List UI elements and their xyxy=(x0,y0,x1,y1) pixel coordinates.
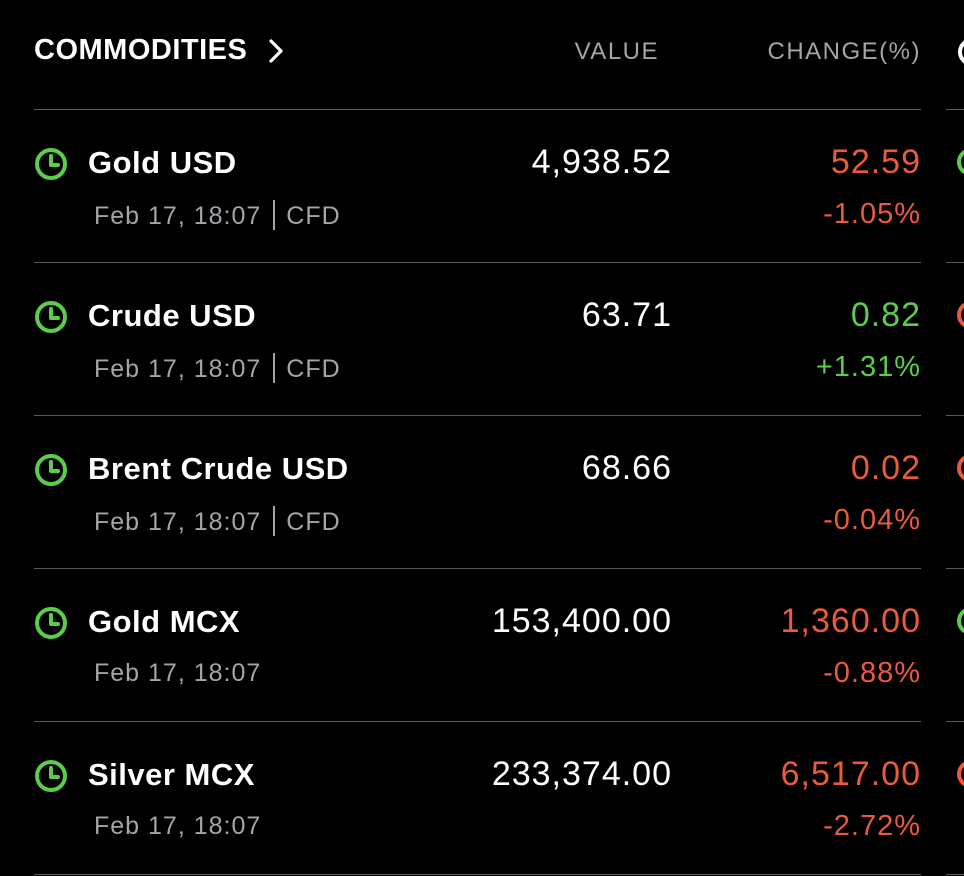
clock-icon xyxy=(34,300,68,334)
commodity-change-percent: +1.31% xyxy=(815,351,921,383)
update-time: Feb 17, 18:07 xyxy=(94,508,262,536)
commodity-value: 63.71 xyxy=(581,296,672,334)
commodity-name: Silver MCX xyxy=(88,757,255,792)
commodity-meta: Feb 17, 18:07 CFD xyxy=(94,200,341,231)
commodities-panel: COMMODITIES VALUE CHANGE(%) Gold USD Feb… xyxy=(34,0,921,875)
clock-icon xyxy=(34,453,68,487)
commodity-meta: Feb 17, 18:07 CFD xyxy=(94,506,341,537)
commodity-change: 6,517.00 xyxy=(780,755,921,793)
commodity-change: 1,360.00 xyxy=(780,602,921,640)
commodity-change-percent: -0.04% xyxy=(823,504,921,536)
partial-divider xyxy=(946,262,964,263)
commodity-change: 0.82 xyxy=(850,296,921,334)
commodity-change-percent: -1.05% xyxy=(823,198,921,230)
meta-separator xyxy=(273,200,276,230)
clock-icon xyxy=(34,606,68,640)
commodity-row[interactable]: Silver MCX Feb 17, 18:07 233,374.00 6,51… xyxy=(34,722,921,875)
partial-divider xyxy=(946,874,964,875)
partial-status-icon xyxy=(957,454,964,482)
commodity-list: Gold USD Feb 17, 18:07 CFD 4,938.52 52.59… xyxy=(34,110,921,875)
instrument-type: CFD xyxy=(286,508,341,536)
commodity-row[interactable]: Crude USD Feb 17, 18:07 CFD 63.71 0.82 +1… xyxy=(34,263,921,416)
clock-icon xyxy=(34,759,68,793)
commodity-name: Brent Crude USD xyxy=(88,451,349,486)
clock-icon xyxy=(34,147,68,181)
value-column-header: VALUE xyxy=(574,38,659,65)
commodity-row[interactable]: Brent Crude USD Feb 17, 18:07 CFD 68.66 0… xyxy=(34,416,921,569)
partial-status-icon xyxy=(957,760,964,788)
partial-divider xyxy=(946,415,964,416)
commodity-meta: Feb 17, 18:07 xyxy=(94,812,261,841)
partial-divider xyxy=(946,109,964,110)
section-title: COMMODITIES xyxy=(34,34,248,66)
commodity-name: Crude USD xyxy=(88,298,257,333)
commodity-meta: Feb 17, 18:07 CFD xyxy=(94,353,341,384)
commodity-change-percent: -2.72% xyxy=(823,810,921,842)
commodity-meta: Feb 17, 18:07 xyxy=(94,659,261,688)
partial-status-icon xyxy=(957,607,964,635)
meta-separator xyxy=(273,353,276,383)
partial-divider xyxy=(946,568,964,569)
commodity-name: Gold USD xyxy=(88,145,237,180)
commodity-value: 4,938.52 xyxy=(531,143,672,181)
commodity-value: 153,400.00 xyxy=(491,602,672,640)
change-column-header: CHANGE(%) xyxy=(767,38,921,65)
commodity-change: 52.59 xyxy=(830,143,921,181)
commodity-change-percent: -0.88% xyxy=(823,657,921,689)
commodity-change: 0.02 xyxy=(850,449,921,487)
instrument-type: CFD xyxy=(286,355,341,383)
commodity-name: Gold MCX xyxy=(88,604,241,639)
update-time: Feb 17, 18:07 xyxy=(94,812,262,840)
partial-divider xyxy=(946,721,964,722)
partial-icon xyxy=(958,38,964,66)
update-time: Feb 17, 18:07 xyxy=(94,659,262,687)
commodities-header: COMMODITIES VALUE CHANGE(%) xyxy=(34,0,921,110)
partial-status-icon xyxy=(957,301,964,329)
update-time: Feb 17, 18:07 xyxy=(94,355,262,383)
commodity-row[interactable]: Gold MCX Feb 17, 18:07 153,400.00 1,360.… xyxy=(34,569,921,722)
commodity-value: 68.66 xyxy=(581,449,672,487)
commodity-value: 233,374.00 xyxy=(491,755,672,793)
commodities-title-link[interactable]: COMMODITIES xyxy=(34,34,287,67)
next-column-edge xyxy=(946,0,964,876)
partial-status-icon xyxy=(957,148,964,176)
update-time: Feb 17, 18:07 xyxy=(94,202,262,230)
meta-separator xyxy=(273,506,276,536)
chevron-right-icon xyxy=(265,38,287,64)
instrument-type: CFD xyxy=(286,202,341,230)
commodity-row[interactable]: Gold USD Feb 17, 18:07 CFD 4,938.52 52.59… xyxy=(34,110,921,263)
